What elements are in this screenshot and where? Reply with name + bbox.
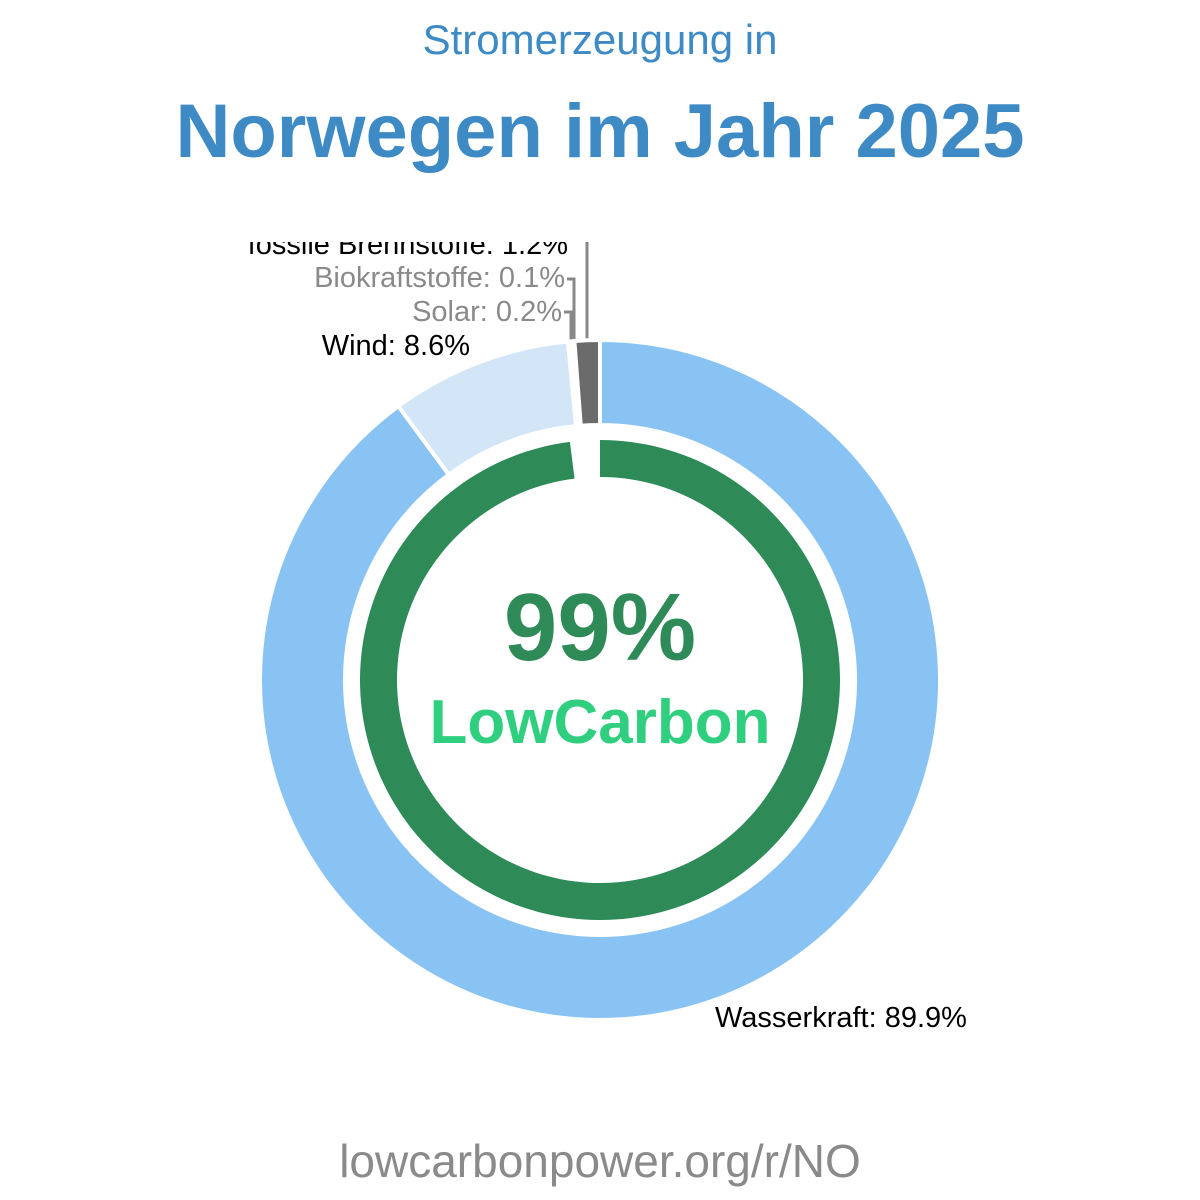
- label-biokraftstoffe: Biokraftstoffe: 0.1%: [314, 262, 565, 294]
- source-url[interactable]: lowcarbonpower.org/r/NO: [339, 1135, 861, 1187]
- label-solar: Solar: 0.2%: [412, 296, 562, 328]
- leader-lines: [564, 242, 589, 340]
- leader-solar: [564, 310, 573, 340]
- label-wasserkraft: Wasserkraft: 89.9%: [715, 1002, 967, 1034]
- slice-fossile-brennstoffe: [572, 337, 602, 428]
- lowcarbon-logo: LowCarbon: [430, 688, 771, 757]
- slice-wasserkraft: [258, 337, 942, 1022]
- label-wind: Wind: 8.6%: [322, 330, 470, 362]
- chart-title: Norwegen im Jahr 2025: [175, 89, 1025, 174]
- slice-labels: Wasserkraft: 89.9% Wind: 8.6%Solar: 0.2%B…: [248, 229, 967, 1034]
- outer-ring: [258, 337, 942, 1022]
- label-fossile-brennstoffe: fossile Brennstoffe: 1.2%: [248, 229, 568, 261]
- chart-subtitle: Stromerzeugung in: [422, 16, 778, 63]
- low-carbon-percent: 99%: [504, 574, 696, 681]
- leader-biokraftstoffe: [567, 277, 576, 340]
